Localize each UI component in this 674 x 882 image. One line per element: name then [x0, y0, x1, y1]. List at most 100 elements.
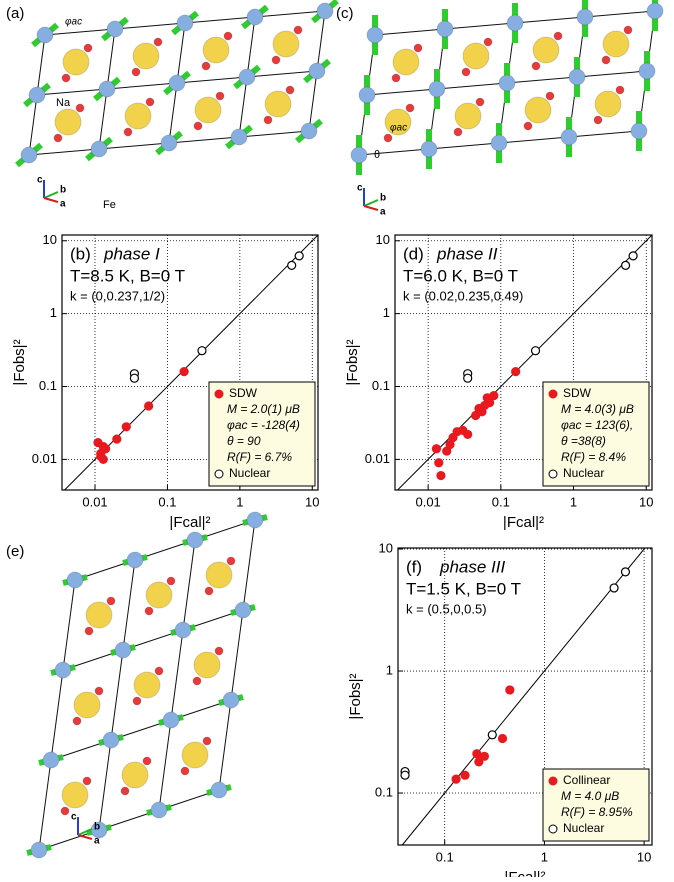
o-atom [95, 687, 103, 695]
lattice-edge [507, 77, 577, 83]
o-atom [107, 597, 115, 605]
fe-atom [491, 135, 507, 151]
lattice-edge [111, 650, 123, 740]
o-atom [616, 86, 624, 94]
o-atom [132, 68, 140, 76]
fe-atom [99, 81, 115, 97]
x-tick-label: 10 [305, 494, 319, 509]
o-atom [61, 807, 69, 815]
fe-atom [223, 692, 239, 708]
data-point [464, 430, 472, 438]
axis-label: c [37, 175, 43, 186]
x-tick-label: 10 [639, 494, 653, 509]
fe-atom [437, 21, 453, 37]
y-tick-label: 1 [383, 305, 390, 320]
fe-atom [561, 129, 577, 145]
o-atom [167, 577, 175, 585]
y-tick-label: 10 [376, 232, 390, 247]
na-atom [603, 31, 629, 57]
lattice-edge [585, 11, 655, 17]
fe-atom [239, 69, 255, 85]
lattice-edge [219, 700, 231, 790]
data-point [180, 368, 188, 376]
na-atom [74, 692, 100, 718]
data-point [490, 392, 498, 400]
lattice-edge [367, 89, 437, 95]
na-atom [273, 31, 299, 57]
data-point [113, 435, 121, 443]
x-tick-label: 0.01 [82, 494, 107, 509]
fe-atom [211, 782, 227, 798]
lattice-edge [499, 137, 569, 143]
o-atom [227, 557, 235, 565]
legend-label: SDW [563, 386, 592, 400]
y-axis-label: |Fobs|² [11, 339, 28, 385]
fe-atom [367, 27, 383, 43]
fe-atom [187, 532, 203, 548]
legend-info: θ = 90 [227, 434, 261, 448]
lattice-edge [39, 760, 51, 850]
condition-text: k = (0,0.237,1/2) [70, 288, 165, 303]
o-atom [54, 134, 62, 142]
x-tick-label: 10 [637, 849, 651, 864]
y-tick-label: 0.1 [372, 378, 390, 393]
o-atom [146, 98, 154, 106]
y-axis-label: |Fobs|² [347, 673, 364, 719]
o-atom [554, 32, 562, 40]
y-tick-label: 0.01 [365, 451, 390, 466]
axis-b [44, 192, 58, 198]
lattice-edge [577, 71, 647, 77]
legend-marker [549, 777, 557, 785]
data-point [102, 445, 110, 453]
panel-label: (a) [6, 5, 24, 22]
axis-label: b [94, 822, 100, 833]
x-axis-label: |Fcal|² [503, 514, 544, 531]
o-atom [406, 104, 414, 112]
fe-atom [175, 622, 191, 638]
o-atom [155, 667, 163, 675]
o-atom [264, 116, 272, 124]
o-atom [193, 677, 201, 685]
legend-label: Collinear [563, 773, 610, 787]
y-tick-label: 0.01 [32, 451, 57, 466]
o-atom [85, 627, 93, 635]
o-atom [205, 587, 213, 595]
y-tick-label: 0.1 [39, 378, 57, 393]
data-point [461, 771, 469, 779]
o-atom [181, 767, 189, 775]
fe-atom [67, 572, 83, 588]
chart-title: phase III [439, 557, 505, 576]
o-atom [272, 56, 280, 64]
o-atom [124, 128, 132, 136]
na-atom [62, 782, 88, 808]
legend-info: M = 4.0(3) μB [561, 402, 634, 416]
o-atom [73, 717, 81, 725]
o-atom [532, 62, 540, 70]
x-tick-label: 1 [541, 849, 548, 864]
fe-atom [429, 81, 445, 97]
axis-label: c [71, 812, 77, 823]
legend-label: Nuclear [229, 466, 270, 480]
fe-atom [507, 15, 523, 31]
data-point [432, 445, 440, 453]
condition-text: k = (0.5,0,0.5) [406, 601, 487, 616]
o-atom [524, 122, 532, 130]
o-atom [384, 134, 392, 142]
axis-a [44, 198, 58, 202]
chart-title: phase I [103, 244, 160, 263]
legend-info: φac = 123(6), [561, 418, 633, 432]
legend-info: M = 4.0 μB [561, 789, 619, 803]
lattice-edge [429, 143, 499, 149]
y-tick-label: 0.1 [375, 784, 393, 799]
fe-atom [317, 3, 333, 19]
data-point [488, 731, 496, 739]
data-point [629, 252, 637, 260]
x-tick-label: 1 [236, 494, 243, 509]
data-point [130, 374, 138, 382]
fe-atom [21, 147, 37, 163]
x-tick-label: 1 [570, 494, 577, 509]
o-atom [484, 38, 492, 46]
condition-text: T=6.0 K, B=0 T [403, 266, 518, 285]
lattice-edge [63, 580, 75, 670]
o-atom [454, 128, 462, 136]
